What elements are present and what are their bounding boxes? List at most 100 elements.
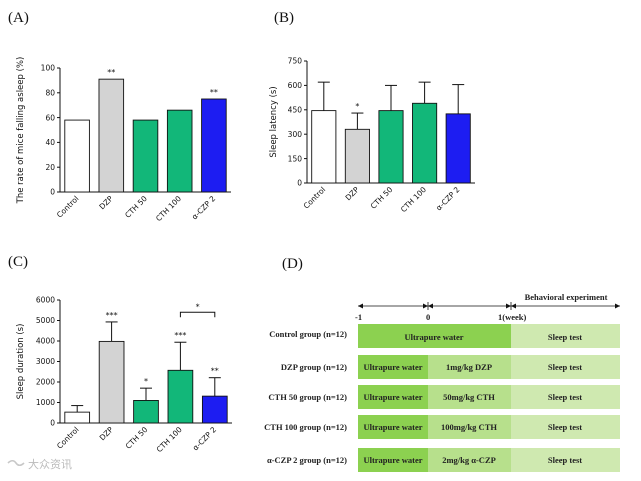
behavioral-experiment-label: Behavioral experiment: [525, 292, 608, 302]
panel-c-y-tick-label: 6000: [36, 296, 55, 305]
panel-b-letter: (B): [274, 10, 294, 26]
panel-a-y-tick-label: 20: [45, 163, 55, 172]
group-label-cth50: CTH 50 group (n=12): [268, 392, 347, 402]
panel-a-letter: (A): [8, 10, 29, 26]
cell-dzp-dose-label: 1mg/kg DZP: [446, 362, 492, 372]
panel-b-y-tick-label: 750: [288, 57, 303, 66]
panel-b-bar: [311, 110, 337, 184]
panel-a-category-label: CTH 100: [154, 194, 183, 223]
panel-b-category-label: Control: [302, 185, 328, 211]
panel-b-y-axis-title: Sleep latency (s): [269, 86, 279, 157]
cell-cth50-dose-label: 50mg/kg CTH: [443, 392, 495, 402]
cell-control-ultrapure-water: [358, 324, 511, 348]
panel-a-category-label: α-CZP 2: [190, 194, 218, 222]
panel-a-significance-mark: **: [210, 88, 218, 97]
cell-dzp-ultrapure-water-label: Ultrapure water: [363, 362, 422, 372]
group-label-cth100: CTH 100 group (n=12): [264, 422, 347, 432]
panel-b-y-tick-label: 150: [288, 154, 303, 163]
panel-b-category-label: DZP: [344, 185, 362, 203]
panel-a-y-tick-label: 0: [50, 188, 55, 197]
panel-b-category-label: α-CZP 2: [434, 185, 462, 213]
cell-cth100-dose: [428, 415, 511, 439]
panel-c-category-label: Control: [55, 425, 81, 451]
cell-czp-dose-label: 2mg/kg α-CZP: [442, 455, 496, 465]
panel-c-significance-mark: ***: [106, 311, 118, 320]
timeline-label-one-week: 1(week): [498, 312, 526, 322]
watermark-logo-icon: [7, 459, 25, 467]
panel-b-category-label: CTH 50: [369, 185, 395, 211]
cell-dzp-sleep-test: [511, 355, 620, 379]
panel-b-category-label: CTH 100: [399, 185, 428, 214]
cell-czp-ultrapure-water: [358, 448, 428, 472]
timeline-arrow-left: [358, 303, 363, 309]
cell-dzp-sleep-test-label: Sleep test: [548, 362, 582, 372]
panel-b-significance-mark: *: [355, 102, 359, 111]
panel-a-category-label: Control: [55, 194, 81, 220]
watermark: 大众资讯: [7, 457, 72, 471]
cell-dzp-ultrapure-water: [358, 355, 428, 379]
panel-b-y-tick-label: 300: [288, 130, 303, 139]
panel-c-significance-mark: **: [211, 367, 219, 376]
panel-a-bar: [166, 109, 193, 193]
panel-c-y-tick-label: 4000: [36, 337, 55, 346]
panel-c-bracket-label: *: [196, 302, 200, 311]
cell-control-ultrapure-water-label: Ultrapure water: [404, 332, 463, 342]
panel-c-bar: [64, 411, 91, 424]
panel-a-category-label: CTH 50: [123, 194, 149, 220]
panel-c-bar: [167, 369, 194, 424]
panel-c-y-tick-label: 3000: [36, 357, 55, 366]
panel-c-y-tick-label: 0: [50, 419, 55, 428]
cell-czp-sleep-test-label: Sleep test: [548, 455, 582, 465]
cell-cth100-ultrapure-water-label: Ultrapure water: [363, 422, 422, 432]
panel-a-bar: [64, 119, 90, 193]
cell-cth50-sleep-test-label: Sleep test: [548, 392, 582, 402]
cell-cth100-sleep-test: [511, 415, 620, 439]
group-label-dzp: DZP group (n=12): [281, 362, 347, 372]
watermark-text: 大众资讯: [28, 457, 72, 471]
panel-c-bar: [98, 340, 125, 424]
panel-a-bar: [132, 119, 159, 193]
cell-cth100-dose-label: 100mg/kg CTH: [441, 422, 497, 432]
panel-c-comparison-bracket: [179, 311, 216, 318]
panel-c-significance-mark: *: [144, 377, 148, 386]
panel-c-category-label: α-CZP 2: [191, 425, 219, 453]
panel-c-bar: [201, 395, 228, 424]
group-label-czp: α-CZP 2 group (n=12): [267, 455, 347, 465]
panel-c-y-tick-label: 1000: [36, 398, 55, 407]
panel-c-sleep-duration-chart: (C) 0 1000 2000 3000 4000 5000 6000 Sleep durati…: [8, 254, 232, 454]
panel-d-experiment-timeline: (D) -1 0 1(week) Behavioral experiment C…: [264, 256, 620, 472]
panel-c-bar: [133, 400, 159, 424]
timeline-label-zero: 0: [426, 312, 430, 322]
group-label-control: Control group (n=12): [269, 329, 347, 339]
cell-czp-ultrapure-water-label: Ultrapure water: [363, 455, 422, 465]
cell-cth50-dose: [428, 385, 511, 409]
cell-cth50-sleep-test: [511, 385, 620, 409]
cell-control-sleep-test: [511, 324, 620, 348]
panel-a-category-label: DZP: [97, 194, 115, 212]
cell-czp-dose: [428, 448, 511, 472]
panel-b-y-tick-label: 0: [297, 179, 302, 188]
cell-cth100-sleep-test-label: Sleep test: [548, 422, 582, 432]
panel-c-letter: (C): [8, 254, 28, 270]
panel-c-y-tick-label: 2000: [36, 378, 55, 387]
cell-dzp-dose: [428, 355, 511, 379]
panel-a-y-tick-label: 100: [41, 64, 56, 73]
panel-b-sleep-latency-chart: (B) 0 150 300 450 600 750 Sleep latency (s) Cont…: [269, 10, 475, 214]
panel-a-significance-mark: **: [107, 68, 115, 77]
panel-b-y-tick-label: 450: [288, 106, 303, 115]
panel-c-category-label: CTH 50: [124, 425, 150, 451]
panel-c-y-tick-label: 5000: [36, 316, 55, 325]
panel-a-y-axis-title: The rate of mice falling asleep (%): [16, 57, 26, 205]
panel-c-significance-mark: ***: [174, 331, 186, 340]
panel-c-category-label: CTH 100: [155, 425, 184, 454]
panel-b-bar: [412, 102, 438, 184]
panel-b-bar: [344, 128, 370, 184]
panel-b-bar: [445, 113, 471, 184]
panel-a-bar: [98, 78, 125, 193]
panel-a-y-tick-label: 40: [45, 138, 55, 147]
panel-c-category-label: DZP: [98, 425, 116, 443]
timeline-arrow-right: [615, 303, 620, 309]
panel-a-y-tick-label: 80: [45, 89, 55, 98]
cell-cth50-ultrapure-water: [358, 385, 428, 409]
